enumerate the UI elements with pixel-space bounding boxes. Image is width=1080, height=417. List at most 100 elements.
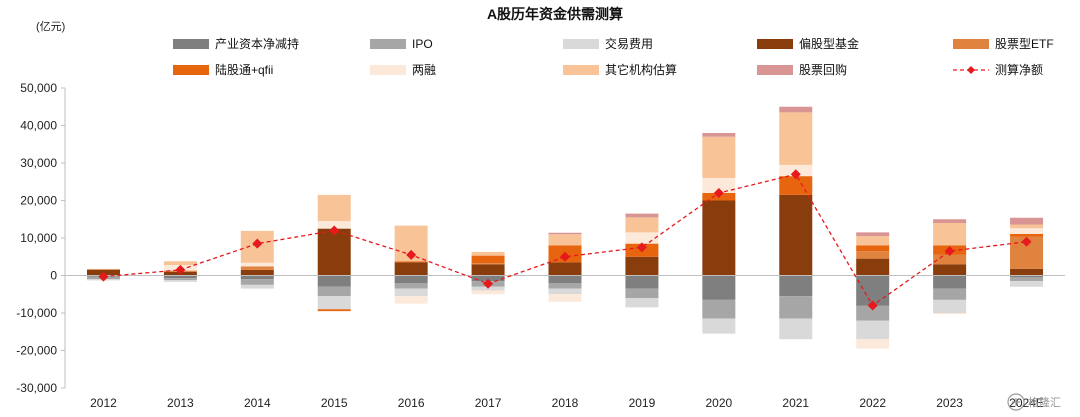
bar-segment [933,299,967,313]
watermark: 格隆汇 [1007,393,1061,411]
bar-segment [933,254,967,265]
net-line-point [713,188,724,198]
bar-segment [548,294,582,302]
legend-item: 偏股型基金 [757,36,859,51]
bar-segment [702,200,736,276]
bar-segment [779,194,813,276]
net-line-point [483,278,494,289]
y-tick-label: -30,000 [16,381,57,395]
bar-segment [856,320,890,340]
bar-segment [163,261,197,265]
legend-item: 产业资本净减持 [173,36,299,51]
legend-label: 交易费用 [605,36,653,51]
bar-segment [240,284,274,289]
legend-item: 其它机构估算 [563,62,677,77]
bar-segment [779,112,813,165]
y-axis: -30,000 -20,000 -10,000 0 10,000 20,000 30,000… [16,81,66,395]
bar-segment [471,290,505,295]
legend-item: 股票型ETF [953,37,1054,51]
legend-swatch [370,65,406,75]
bar-segment [240,269,274,276]
x-tick-label: 2017 [475,396,502,410]
bar-segment [933,223,967,246]
net-line-point [252,238,263,249]
bar-segment [702,299,736,319]
x-tick-label: 2024E [1009,396,1044,410]
bar-segment [471,263,505,265]
net-line-point [790,169,801,180]
y-tick-label: 30,000 [20,156,57,170]
x-tick-label: 2015 [321,396,348,410]
bar-segment [856,245,890,252]
bar-segment [394,275,428,283]
bar-segment [779,318,813,340]
bar-segment [163,280,197,282]
x-tick-label: 2020 [705,396,732,410]
chart-title: A股历年资金供需测算 [487,6,623,22]
bars [86,106,1044,349]
legend-label: 产业资本净减持 [215,36,299,51]
bar-segment [1010,228,1044,234]
x-tick-label: 2014 [244,396,271,410]
y-tick-label: 20,000 [20,194,57,208]
bar-segment [625,275,659,289]
bar-segment [856,232,890,237]
legend: 产业资本净减持 IPO 交易费用 偏股型基金 股票型ETF 陆股通+qfii 两融 其它机构估… [173,36,1054,77]
bar-segment [625,217,659,233]
x-tick-label: 2019 [629,396,656,410]
net-line-point [329,225,340,236]
net-line-point [560,251,570,262]
legend-swatch [953,39,989,49]
legend-label: IPO [412,37,433,51]
bar-segment [856,258,890,276]
net-line-point [175,264,186,275]
bar-segment [240,262,274,267]
bar-segment [856,236,890,246]
bar-segment [856,339,890,349]
bar-segment [625,288,659,298]
y-tick-label: 40,000 [20,119,57,133]
bar-segment [702,133,736,137]
bar-segment [317,296,351,310]
bar-segment [856,251,890,259]
bar-segment [1010,233,1044,237]
x-tick-label: 2016 [398,396,425,410]
net-line-point [944,246,955,257]
bar-segment [625,213,659,218]
unit-label: (亿元) [36,20,65,33]
y-tick-label: 10,000 [20,231,57,245]
legend-swatch [563,39,599,49]
bar-segment [1010,268,1044,276]
bar-segment [702,318,736,334]
bar-segment [702,136,736,178]
y-tick-label: -10,000 [16,306,57,320]
net-line-point [98,271,109,282]
legend-item: 两融 [370,63,436,77]
x-tick-label: 2022 [859,396,886,410]
legend-swatch [757,65,793,75]
legend-label: 陆股通+qfii [215,62,273,77]
bar-segment [317,309,351,312]
x-tick-label: 2018 [552,396,579,410]
legend-swatch [173,65,209,75]
legend-label: 两融 [412,63,436,77]
legend-item: 交易费用 [563,36,653,51]
bar-segment [548,288,582,295]
bar-segment [240,266,274,270]
bar-segment [625,232,659,244]
bar-segment [317,221,351,229]
bar-segment [779,296,813,319]
y-tick-label: 0 [50,269,57,283]
bar-segment [933,313,967,315]
legend-label: 测算净额 [995,62,1043,77]
x-tick-label: 2021 [782,396,809,410]
net-line-point [636,242,647,253]
bar-segment [548,232,582,235]
bar-segment [317,286,351,297]
legend-marker [967,66,975,74]
bar-segment [471,275,505,282]
net-line-point [867,300,878,311]
y-tick-label: -20,000 [16,344,57,358]
bar-segment [240,275,274,280]
